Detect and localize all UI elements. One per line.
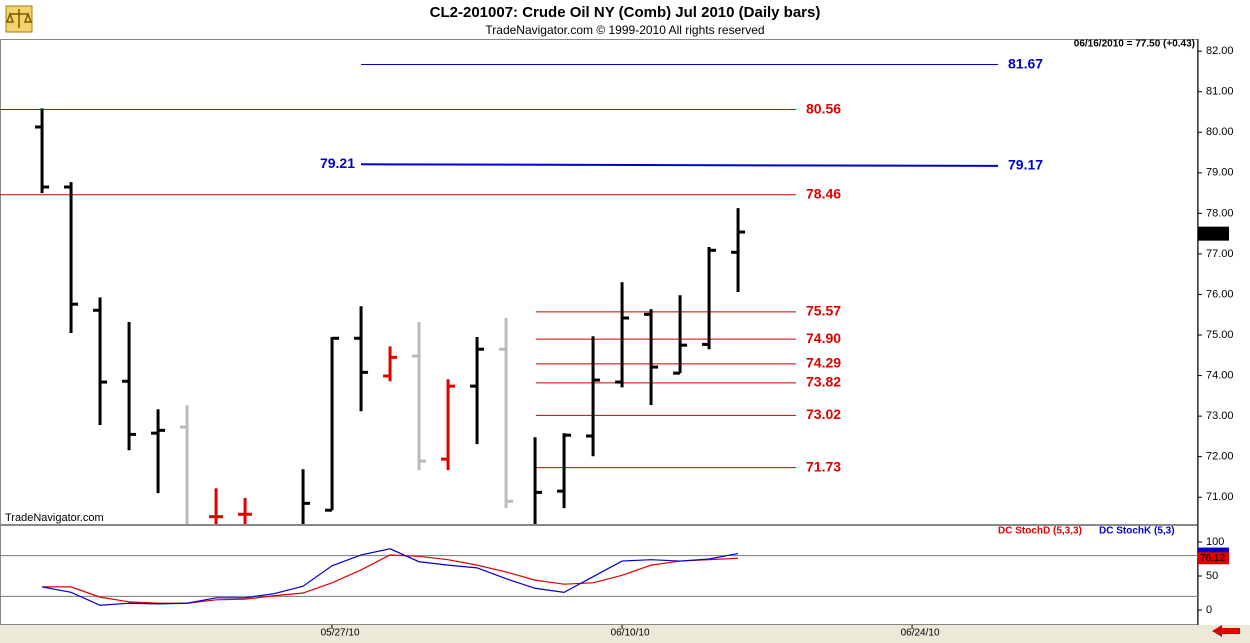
level-label: 78.46 bbox=[806, 185, 841, 201]
level-label: 75.57 bbox=[806, 303, 841, 319]
y-tick-label: 74.00 bbox=[1206, 369, 1234, 381]
level-label: 80.56 bbox=[806, 100, 841, 116]
x-tick-label: 05/27/10 bbox=[321, 628, 360, 639]
y-tick-label: 71.00 bbox=[1206, 491, 1234, 503]
level-label: 73.02 bbox=[806, 406, 841, 422]
level-label: 74.29 bbox=[806, 355, 841, 371]
y-tick-label: 81.00 bbox=[1206, 86, 1234, 98]
y-tick-label: 78.00 bbox=[1206, 207, 1234, 219]
y-tick-label: 0 bbox=[1206, 604, 1212, 616]
y-tick-label: 76.00 bbox=[1206, 288, 1234, 300]
level-label: 74.90 bbox=[806, 330, 841, 346]
chart-subtitle: TradeNavigator.com © 1999-2010 All right… bbox=[485, 23, 764, 37]
x-tick-label: 06/10/10 bbox=[611, 628, 650, 639]
logo bbox=[5, 5, 33, 33]
y-tick-label: 75.00 bbox=[1206, 329, 1234, 341]
y-tick-label: 82.00 bbox=[1206, 45, 1234, 57]
indicator-lines bbox=[41, 548, 739, 606]
level-line bbox=[360, 163, 999, 167]
last-value-box bbox=[1198, 552, 1229, 565]
y-tick-label: 50 bbox=[1206, 570, 1218, 582]
y-tick-label: 77.00 bbox=[1206, 248, 1234, 260]
indicator-line bbox=[42, 554, 739, 604]
scroll-arrow[interactable] bbox=[1212, 625, 1240, 637]
chart-title: CL2-201007: Crude Oil NY (Comb) Jul 2010… bbox=[430, 4, 821, 21]
last-price-box bbox=[1198, 226, 1229, 241]
legend-entry: DC StochD (5,3,3) bbox=[998, 526, 1082, 537]
y-tick-label: 80.00 bbox=[1206, 126, 1234, 138]
x-tick-label: 06/24/10 bbox=[901, 628, 940, 639]
y-tick-label: 72.00 bbox=[1206, 451, 1234, 463]
y-tick-label: 100 bbox=[1206, 536, 1224, 548]
last-quote: 06/16/2010 = 77.50 (+0.43) bbox=[1074, 39, 1195, 50]
level-label: 79.17 bbox=[1008, 157, 1043, 173]
last-price-label: 77.50 bbox=[1200, 228, 1225, 239]
level-label: 79.21 bbox=[320, 155, 355, 171]
legend-entry: DC StochK (5,3) bbox=[1099, 526, 1175, 537]
y-tick-label: 79.00 bbox=[1206, 167, 1234, 179]
y-tick-label: 73.00 bbox=[1206, 410, 1234, 422]
indicator-line bbox=[41, 548, 739, 606]
level-label: 81.67 bbox=[1008, 55, 1043, 71]
level-label: 71.73 bbox=[806, 458, 841, 474]
watermark: TradeNavigator.com bbox=[5, 512, 104, 524]
bars bbox=[35, 108, 746, 524]
date-strip bbox=[0, 625, 1250, 643]
last-value-label: 76.12 bbox=[1200, 553, 1225, 564]
level-label: 73.82 bbox=[806, 374, 841, 390]
